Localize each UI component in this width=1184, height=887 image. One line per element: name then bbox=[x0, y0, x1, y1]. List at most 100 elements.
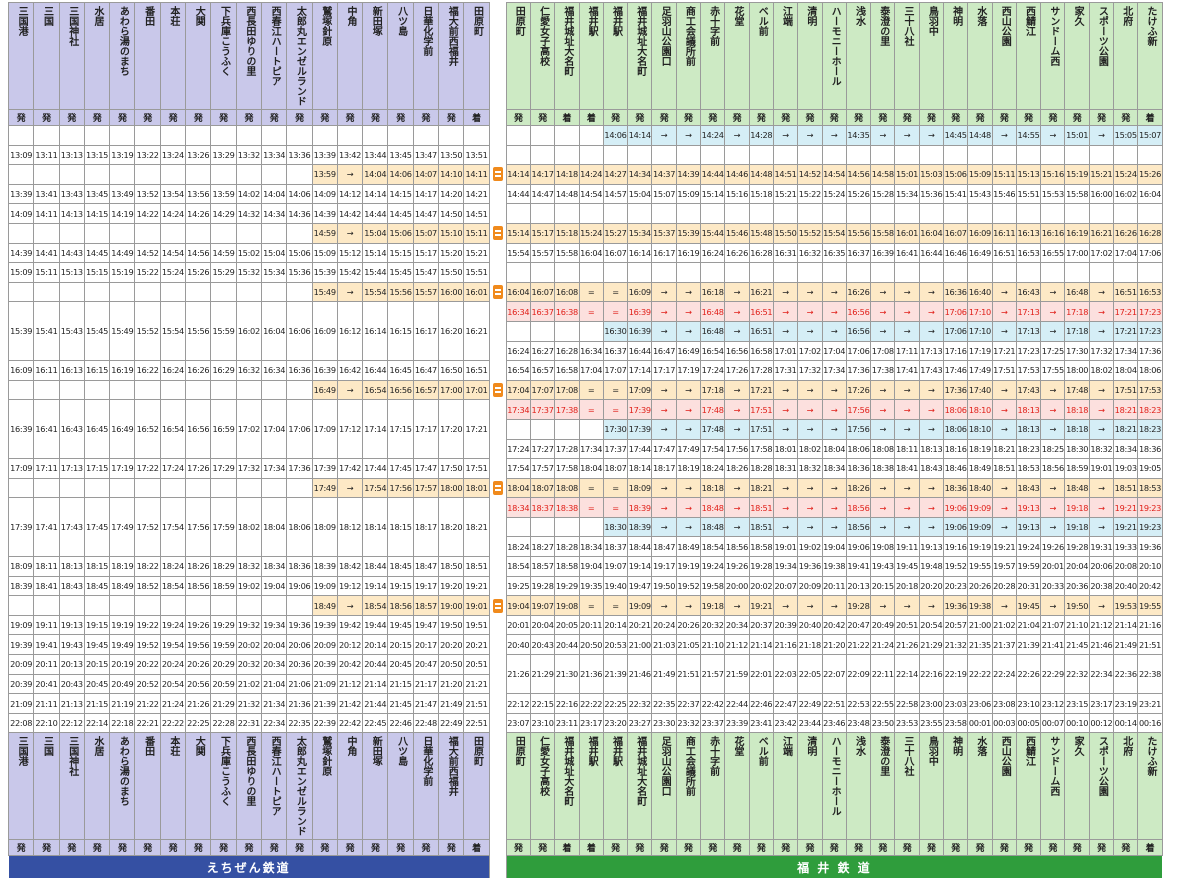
station-name: ベル前 bbox=[748, 2, 774, 110]
time-cell: 16:28 bbox=[554, 340, 580, 362]
time-cell: 17:26 bbox=[185, 458, 212, 479]
time-cell: 19:36 bbox=[1137, 536, 1163, 558]
station-name: 水居 bbox=[83, 2, 111, 110]
time-cell: 13:56 bbox=[185, 183, 212, 205]
gap bbox=[488, 262, 507, 283]
time-cell: 17:17 bbox=[651, 360, 677, 381]
time-cell bbox=[797, 144, 823, 166]
station-label: あわら湯のまち bbox=[117, 736, 129, 807]
time-cell: 13:51 bbox=[463, 144, 490, 166]
time-cell: 17:24 bbox=[700, 360, 726, 381]
time-cell: 16:54 bbox=[505, 360, 531, 381]
station-label: 西山公園 bbox=[999, 6, 1011, 46]
station-mark: 発 bbox=[1088, 839, 1115, 857]
time-cell: 16:08 bbox=[554, 281, 580, 303]
time-cell: 19:01 bbox=[1088, 458, 1115, 479]
station-label: 西春江ハートピア bbox=[269, 736, 281, 817]
time-cell bbox=[1113, 144, 1139, 166]
time-cell: → bbox=[1088, 516, 1115, 538]
time-cell: 19:43 bbox=[58, 634, 85, 656]
time-cell: 16:45 bbox=[83, 399, 111, 460]
time-cell: 21:20 bbox=[821, 634, 847, 656]
time-cell: → bbox=[870, 320, 896, 342]
time-cell: 13:50 bbox=[438, 144, 465, 166]
time-cell: = bbox=[578, 497, 604, 518]
train-row: 15:49 → 15:54 15:56 15:57 16:00 16:01 16:04 16:0… bbox=[7, 281, 1163, 303]
time-cell: 15:16 bbox=[724, 183, 750, 205]
time-cell: 16:51 bbox=[748, 301, 774, 322]
time-cell: 15:10 bbox=[438, 222, 465, 244]
time-cell: 22:22 bbox=[578, 693, 604, 714]
station-mark: 発 bbox=[845, 839, 872, 857]
time-cell: 17:34 bbox=[578, 438, 604, 460]
gap bbox=[488, 693, 507, 714]
time-cell: 19:04 bbox=[821, 536, 847, 558]
time-cell: 15:01 bbox=[894, 164, 920, 185]
time-cell: 18:07 bbox=[602, 458, 629, 479]
time-cell: 22:03 bbox=[772, 654, 799, 695]
station-name: 花堂 bbox=[724, 2, 750, 110]
time-cell bbox=[602, 144, 629, 166]
time-cell: 19:24 bbox=[700, 556, 726, 577]
time-cell: 17:57 bbox=[412, 477, 440, 499]
time-cell: 15:26 bbox=[1137, 164, 1163, 185]
time-cell: 22:44 bbox=[724, 693, 750, 714]
station-mark: 発 bbox=[134, 839, 161, 857]
time-cell: 18:26 bbox=[724, 458, 750, 479]
station-label: スポーツ公園 bbox=[1096, 736, 1108, 797]
station-mark: 発 bbox=[185, 839, 212, 857]
station-label: 大関 bbox=[193, 736, 205, 757]
time-cell: 17:10 bbox=[967, 301, 993, 322]
time-cell: 14:41 bbox=[33, 242, 60, 264]
time-cell: 16:31 bbox=[772, 242, 799, 264]
station-label: 鷲塚針原 bbox=[319, 6, 331, 46]
time-cell bbox=[83, 125, 111, 146]
time-cell: 21:45 bbox=[1064, 634, 1090, 656]
time-cell: → bbox=[821, 399, 847, 420]
train-row: 18:24 18:27 18:28 18:34 18:37 18:44 18:47 18:49… bbox=[9, 536, 1163, 558]
time-cell bbox=[748, 144, 774, 166]
time-cell: 22:05 bbox=[797, 654, 823, 695]
time-cell: 13:45 bbox=[387, 144, 414, 166]
time-cell: 17:02 bbox=[1088, 242, 1115, 264]
time-cell bbox=[1040, 203, 1066, 224]
time-cell: 13:59 bbox=[210, 183, 237, 205]
time-cell bbox=[83, 379, 111, 401]
time-cell: 15:09 bbox=[967, 164, 993, 185]
time-cell: 15:49 bbox=[311, 281, 338, 303]
station-mark: 着 bbox=[1137, 109, 1163, 126]
time-cell: 18:56 bbox=[845, 497, 872, 518]
time-cell: 16:26 bbox=[724, 242, 750, 264]
time-cell: 19:04 bbox=[578, 556, 604, 577]
time-cell: 17:51 bbox=[748, 418, 774, 440]
time-cell: 16:11 bbox=[33, 360, 60, 381]
time-cell: 15:06 bbox=[286, 242, 313, 264]
time-cell: 14:54 bbox=[159, 242, 187, 264]
time-cell: 16:13 bbox=[58, 360, 85, 381]
time-cell: 19:33 bbox=[1113, 536, 1139, 558]
time-cell: 23:19 bbox=[1113, 693, 1139, 714]
time-cell: 14:11 bbox=[33, 203, 60, 224]
station-mark: 発 bbox=[336, 839, 364, 857]
time-cell: 15:52 bbox=[797, 222, 823, 244]
time-cell: 17:30 bbox=[1064, 340, 1090, 362]
time-cell: 13:54 bbox=[159, 183, 187, 205]
time-cell: 19:20 bbox=[438, 575, 465, 597]
time-cell: 18:04 bbox=[260, 497, 288, 558]
time-cell: 22:32 bbox=[627, 693, 653, 714]
station-label: 水居 bbox=[92, 736, 104, 757]
time-cell: 15:43 bbox=[967, 183, 993, 205]
time-cell: 00:05 bbox=[1015, 712, 1042, 734]
time-cell: 18:01 bbox=[463, 477, 490, 499]
time-cell: 15:32 bbox=[235, 262, 262, 283]
time-cell: = bbox=[578, 595, 604, 616]
time-cell: 00:12 bbox=[1088, 712, 1115, 734]
time-cell: 17:21 bbox=[1113, 301, 1139, 322]
time-cell: 17:56 bbox=[845, 399, 872, 420]
time-cell: 16:42 bbox=[336, 360, 364, 381]
time-cell: 16:19 bbox=[1064, 222, 1090, 244]
time-cell: 18:11 bbox=[33, 556, 60, 577]
time-cell: 16:34 bbox=[505, 301, 531, 322]
time-cell: 14:36 bbox=[286, 203, 313, 224]
time-cell: = bbox=[602, 281, 629, 303]
